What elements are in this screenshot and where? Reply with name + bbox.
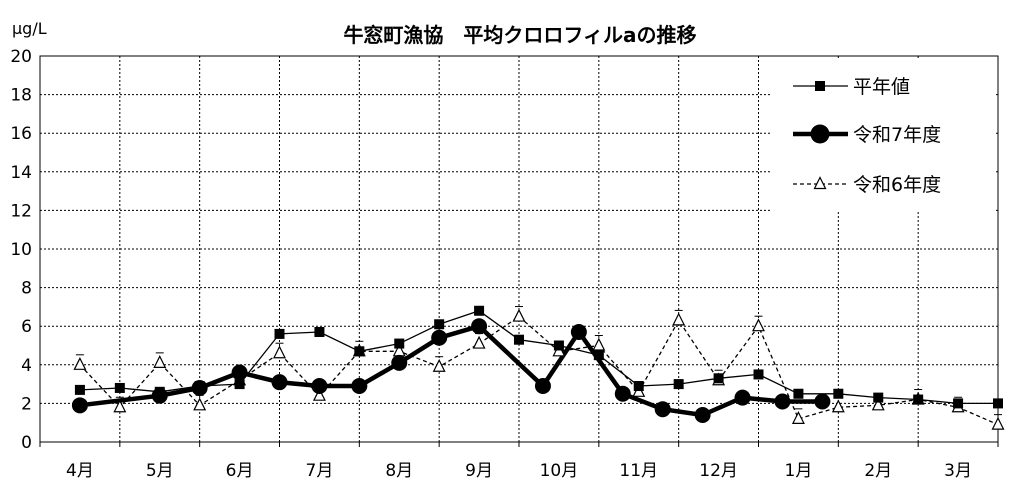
data-point-triangle: [193, 397, 207, 411]
data-point-circle: [151, 387, 168, 404]
data-point-square: [474, 305, 485, 316]
legend-label: 令和6年度: [853, 174, 941, 196]
data-point-square: [953, 398, 964, 409]
data-point-square: [873, 392, 884, 403]
x-tick-label: 2月: [864, 461, 892, 481]
y-tick-label: 4: [21, 356, 32, 376]
data-point-square: [673, 379, 684, 390]
data-point-triangle: [752, 318, 765, 332]
data-point-triangle: [871, 397, 885, 411]
data-series: [79, 310, 998, 426]
data-point-triangle: [472, 335, 486, 349]
y-tick-label: 8: [21, 279, 32, 299]
data-point-circle: [391, 354, 408, 371]
data-point-triangle: [791, 410, 805, 424]
data-point-circle: [71, 397, 88, 414]
data-point-square: [793, 388, 804, 399]
data-point-square: [314, 326, 325, 337]
data-point-square: [993, 398, 1003, 409]
y-tick-label: 0: [21, 433, 32, 453]
data-point-triangle: [73, 356, 87, 370]
axes: 0 2 4 6 8 10 12 14 16 18 20 4月 5月 6月 7月 8月 9月 10月 11月 12月 1月…: [10, 47, 999, 481]
y-tick-label: 10: [10, 240, 32, 260]
legend-label: 令和7年度: [853, 124, 941, 146]
data-point-triangle: [991, 416, 1005, 430]
x-tick-label: 4月: [66, 461, 94, 481]
data-point-square: [713, 373, 724, 384]
data-point-circle: [471, 318, 488, 335]
data-point-circle: [810, 124, 830, 144]
data-point-square: [234, 379, 245, 390]
data-point-circle: [534, 378, 551, 395]
data-point-circle: [570, 323, 587, 340]
data-point-square: [514, 334, 524, 345]
x-tick-label: 9月: [465, 461, 493, 481]
data-point-square: [593, 350, 604, 361]
data-point-square: [114, 382, 125, 393]
x-tick-label: 5月: [146, 461, 174, 481]
x-tick-label: 10月: [540, 461, 579, 481]
data-point-square: [913, 394, 924, 405]
data-point-square: [553, 340, 564, 351]
x-tick-label: 8月: [385, 461, 413, 481]
data-markers: [71, 305, 1005, 430]
series-line-1: [79, 310, 998, 405]
data-point-triangle: [813, 176, 827, 190]
data-point-circle: [734, 389, 751, 406]
data-point-circle: [191, 379, 208, 396]
y-tick-label: 12: [10, 201, 32, 221]
data-point-square: [394, 338, 405, 349]
data-point-triangle: [153, 355, 167, 368]
y-tick-label: 14: [10, 163, 32, 183]
data-point-circle: [271, 374, 288, 391]
data-point-square: [753, 369, 764, 380]
y-axis-unit-label: μg/L: [12, 19, 47, 38]
data-point-triangle: [512, 308, 526, 322]
data-point-square: [633, 381, 644, 392]
data-point-triangle: [672, 312, 686, 326]
x-tick-label: 3月: [944, 461, 972, 481]
y-tick-label: 6: [21, 317, 32, 337]
data-point-triangle: [432, 358, 446, 372]
data-point-triangle: [592, 337, 606, 351]
data-point-triangle: [113, 399, 127, 413]
data-point-circle: [311, 378, 328, 395]
data-point-circle: [774, 393, 791, 410]
y-tick-label: 18: [10, 86, 32, 106]
data-point-square: [815, 81, 825, 91]
data-point-square: [74, 384, 85, 395]
y-tick-label: 2: [21, 394, 32, 414]
data-point-circle: [814, 393, 831, 410]
data-point-triangle: [312, 387, 326, 401]
data-point-square: [274, 328, 285, 339]
x-tick-label: 1月: [785, 461, 813, 481]
x-tick-label: 7月: [306, 461, 334, 481]
data-point-circle: [654, 401, 671, 418]
chart-title: 牛窓町漁協 平均クロロフィルaの推移: [343, 23, 696, 47]
y-tick-label: 20: [10, 47, 32, 67]
data-point-square: [833, 388, 844, 399]
data-point-circle: [614, 385, 631, 402]
data-point-triangle: [273, 345, 286, 359]
x-tick-label: 12月: [699, 461, 738, 481]
data-point-circle: [231, 364, 248, 381]
x-tick-label: 6月: [226, 461, 254, 481]
data-point-circle: [694, 406, 711, 423]
x-tick-label: 11月: [619, 461, 658, 481]
data-point-circle: [351, 378, 368, 395]
data-point-triangle: [831, 399, 845, 413]
data-point-square: [434, 319, 445, 330]
series-line-3: [79, 315, 998, 426]
data-point-circle: [431, 329, 448, 346]
y-tick-label: 16: [10, 124, 32, 144]
legend-label: 平年値: [853, 76, 910, 98]
data-point-square: [354, 346, 365, 357]
series-line-2: [79, 323, 823, 418]
